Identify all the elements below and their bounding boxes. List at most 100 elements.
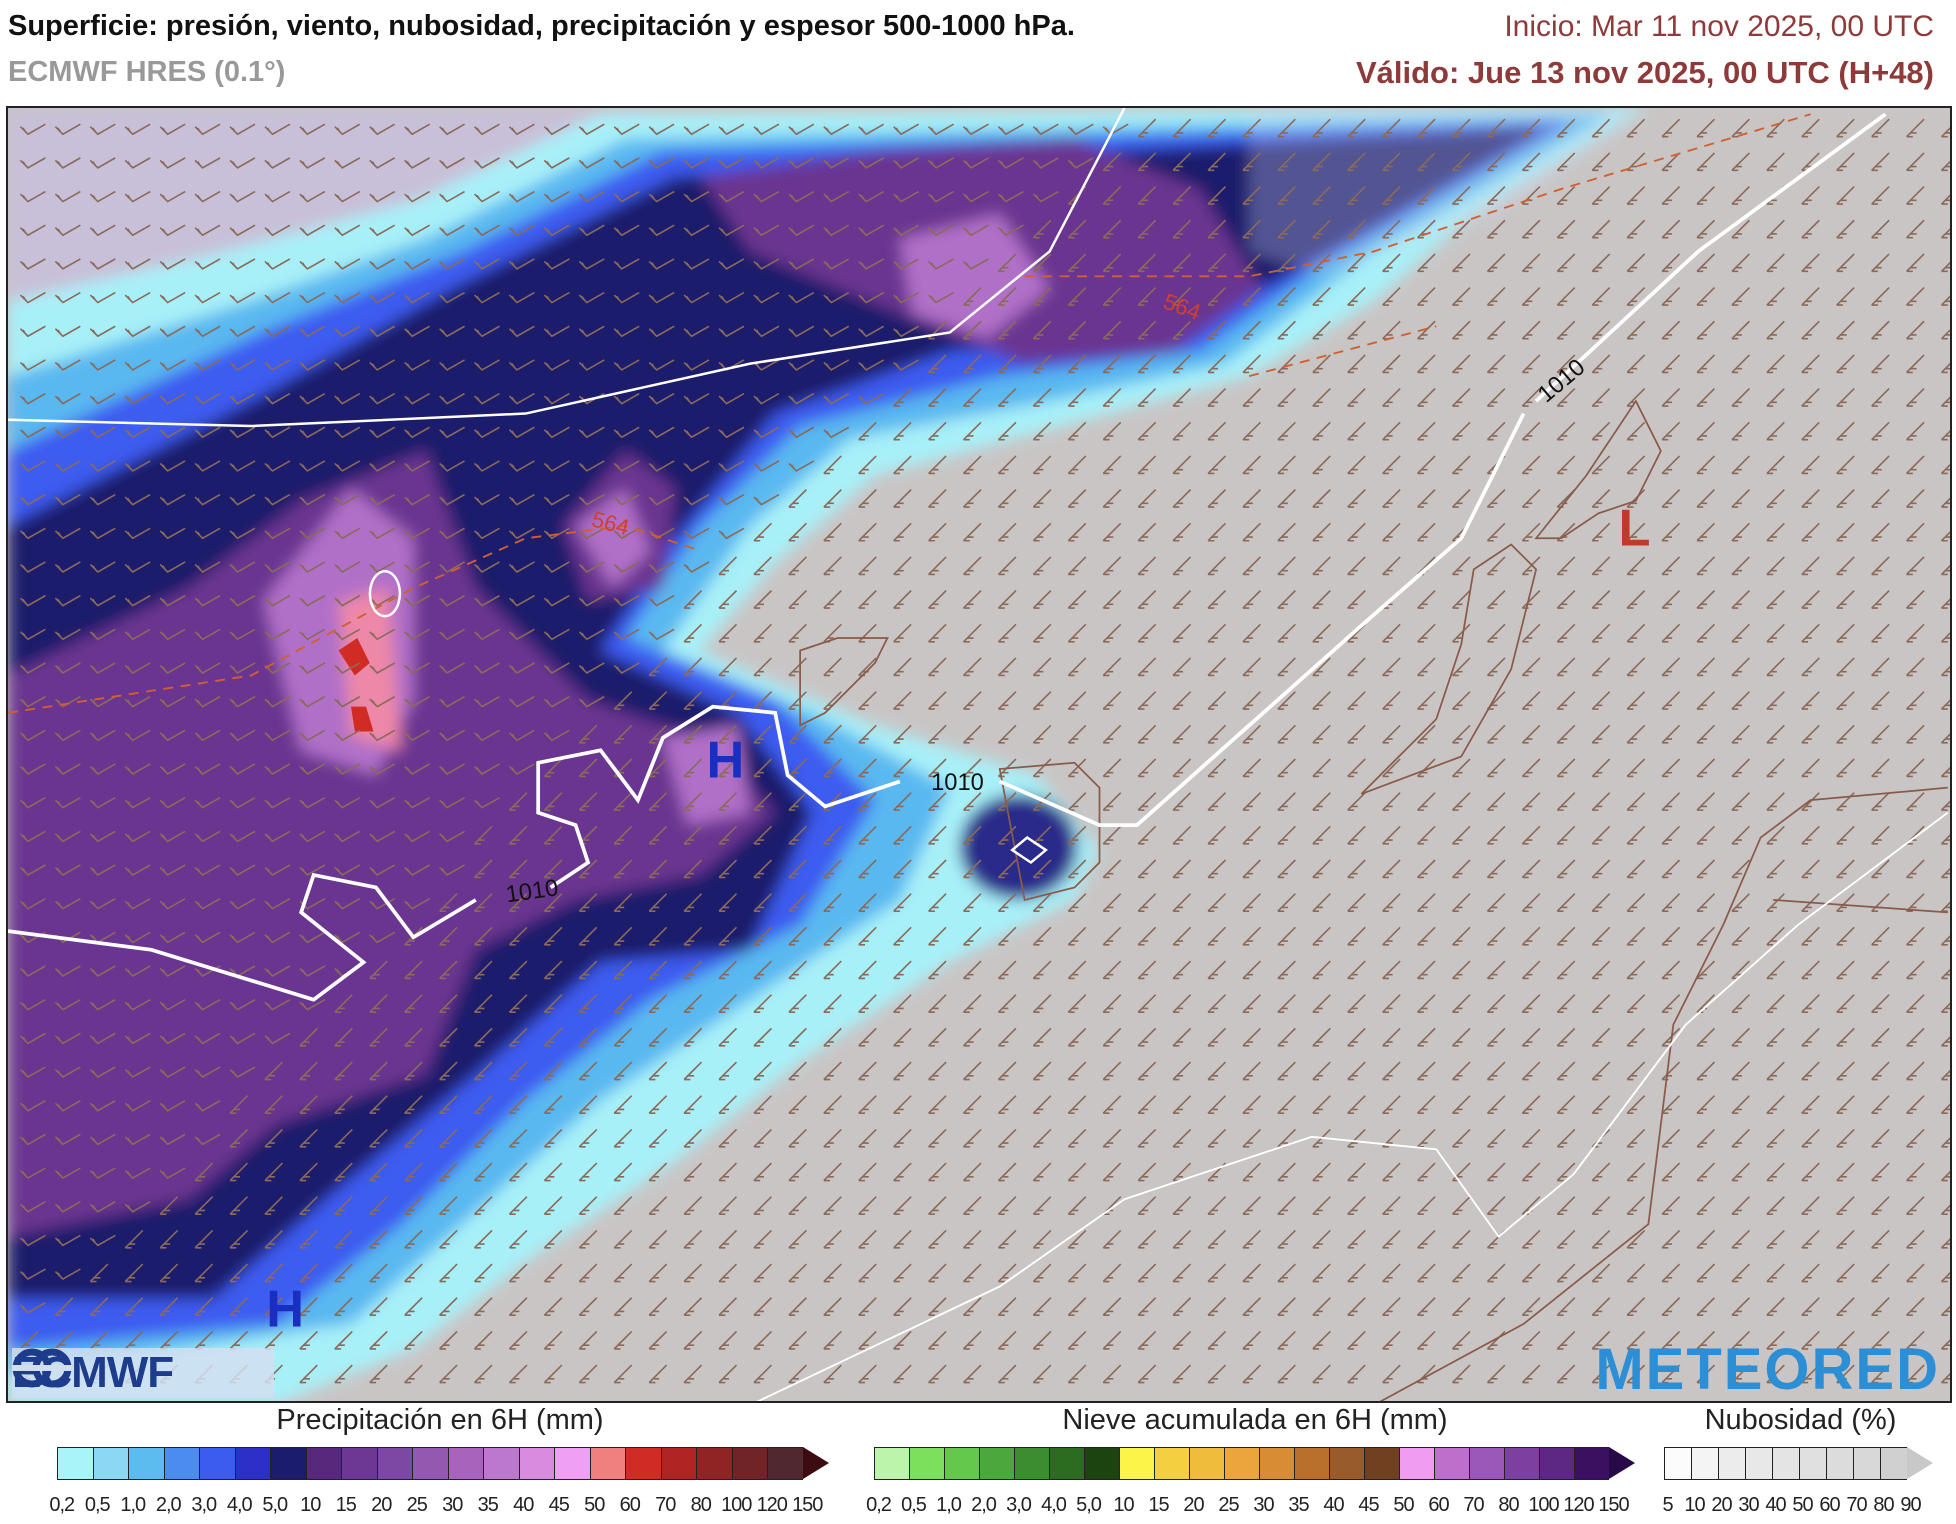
wind-barb [508,695,535,708]
wind-barb [299,224,326,237]
wind-barb [683,392,710,405]
wind-barb [1312,960,1331,980]
cloud-legend-ticks: 5 10 20 30 40 50 60 70 80 90 [1654,1494,1924,1518]
wind-barb [1801,590,1820,609]
wind-barb [1102,758,1122,778]
wind-barb [1382,253,1401,273]
wind-barb [473,662,500,674]
wind-barb [1417,489,1436,508]
wind-barb [1626,1229,1646,1249]
wind-barb [823,1330,842,1350]
wind-barb [1382,1196,1401,1216]
wind-barb [404,994,423,1013]
wind-barb [788,359,815,371]
wind-barb [1766,421,1785,441]
wind-barb [1556,1061,1576,1081]
wind-barb [1556,1162,1576,1182]
wind-barb [788,1162,807,1182]
wind-barb [997,590,1017,609]
wind-barb [578,859,598,879]
wind-barb [1766,893,1785,912]
wind-barb [159,897,186,910]
wind-barb [1032,926,1052,946]
wind-barb [1556,1027,1576,1047]
wind-barb [89,157,116,169]
wind-barb [823,926,842,946]
wind-barb [1242,522,1261,542]
wind-barb [19,1167,46,1180]
wind-barb [1137,556,1157,576]
wind-barb [613,662,640,674]
wind-barb [1347,691,1366,710]
wind-barb [858,291,885,304]
wind-barb [89,1234,116,1247]
wind-barb [858,893,877,912]
wind-barb [369,864,396,876]
snow-tick-label: 45 [1358,1494,1379,1516]
wind-barb [1172,590,1192,609]
wind-barb [788,994,807,1013]
snow-color-swatch [1119,1447,1154,1480]
wind-barb [1242,1128,1261,1148]
wind-barb [1906,219,1925,239]
wind-barb [1347,320,1366,340]
wind-barb [1451,1128,1471,1148]
wind-barb [1417,1027,1436,1047]
wind-barb [1766,219,1785,239]
wind-barb [648,594,675,607]
wind-barb [54,594,81,607]
wind-barb [1032,455,1052,475]
wind-barb [1242,1095,1261,1114]
wind-barb [1940,1002,1950,1013]
wind-barb [19,224,46,237]
wind-barb [1906,1128,1925,1148]
wind-barb [1556,623,1576,643]
wind-barb [683,792,703,811]
snow-color-swatch [1399,1447,1434,1480]
wind-barb [683,1196,703,1216]
wind-barb [997,1263,1017,1283]
wind-barb [1451,1297,1471,1317]
wind-barb [928,354,947,374]
snow-tick-label: 70 [1463,1494,1484,1516]
wind-barb [508,359,535,371]
wind-barb [439,426,465,439]
wind-barb [194,1263,214,1283]
wind-barb [788,123,815,136]
wind-barb [1871,657,1890,677]
wind-barb [334,1061,353,1081]
wind-barb [159,460,186,472]
wind-barb [788,258,815,270]
wind-barb [1801,825,1820,845]
wind-barb [194,897,221,910]
wind-barb [369,729,396,742]
wind-barb [893,556,912,576]
wind-barb [1067,1027,1087,1047]
wind-barb [1312,893,1331,912]
wind-barb [962,1128,982,1148]
wind-barb [1032,388,1052,407]
wind-barb [1486,1263,1506,1283]
init-time: Inicio: Mar 11 nov 2025, 00 UTC [1504,10,1934,43]
wind-barb [1801,455,1820,475]
wind-barb [997,556,1017,576]
wind-barb [788,489,807,508]
wind-barb [404,291,431,304]
wind-barb [1940,362,1950,374]
wind-barb [1242,758,1261,778]
snow-tick-label: 35 [1288,1494,1309,1516]
wind-barb [1032,960,1052,980]
wind-barb [1382,1095,1401,1114]
weather-map[interactable]: 1010 1010 1010 564 564 H H L ECMWF METEO… [6,106,1952,1403]
wind-barb [1766,1027,1785,1047]
wind-barb [543,893,563,912]
wind-barb [508,594,535,607]
wind-barb [718,657,738,677]
wind-barb [1277,825,1296,845]
precip-tick-label: 100 [721,1494,752,1516]
wind-barb [1172,152,1192,172]
precip-tick-label: 70 [655,1494,676,1516]
wind-barb [578,291,605,304]
wind-barb [194,426,221,439]
wind-barb [1766,1128,1785,1148]
